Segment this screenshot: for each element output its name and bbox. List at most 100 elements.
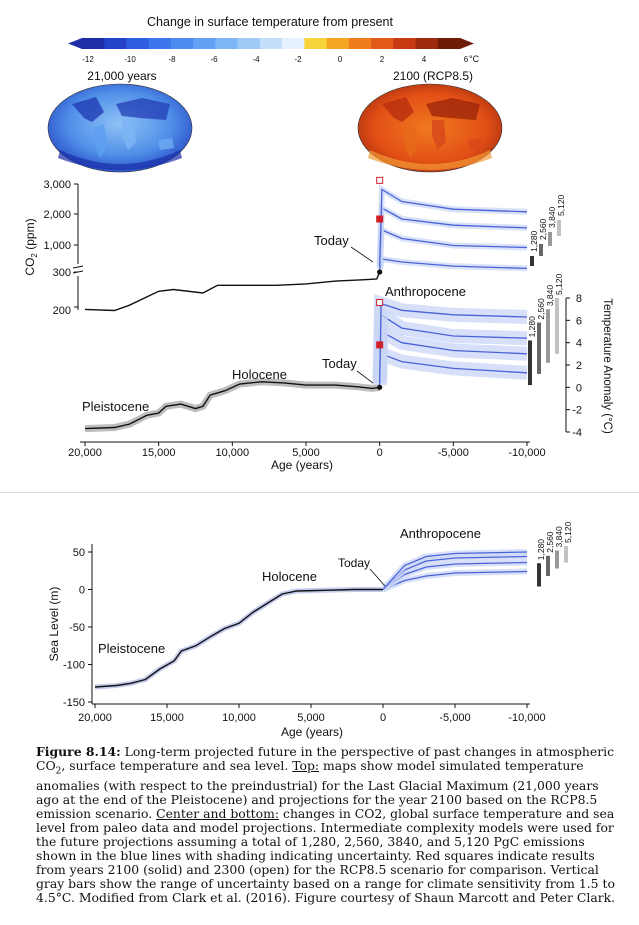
colorbar-tick-label: -10: [124, 55, 136, 64]
sea-level-projection-line: [382, 570, 528, 591]
sea-level-emission-labels: 1,280 2,560 3,840 5,120: [536, 521, 573, 587]
co2-emission-label: 5,120: [556, 194, 566, 216]
co2-projection-line: [379, 188, 528, 266]
temperature-emission-label: 2,560: [536, 298, 546, 320]
co2-2100-marker: [376, 215, 384, 223]
temperature-range-bar: [555, 298, 559, 354]
sea-level-x-axis: 20,000 15,000 10,000 5,000 0 -5,000 -10,000: [78, 703, 546, 724]
co2-y-tick-label: 2,000: [43, 209, 71, 221]
annotation-anthropocene: Anthropocene: [385, 284, 466, 299]
sea-level-paleo-line: [94, 588, 383, 688]
colorbar-swatch: [237, 38, 261, 49]
map-right-label: 2100 (RCP8.5): [393, 69, 473, 83]
colorbar-swatch: [126, 38, 150, 49]
sea-level-x-tick-label: -5,000: [439, 712, 470, 724]
sea-level-x-tick-label: -10,000: [508, 712, 545, 724]
temperature-y-tick-label: 6: [576, 315, 582, 327]
top-x-tick-label: -10,000: [508, 447, 545, 459]
colorbar-tick-label: -12: [82, 55, 94, 64]
sea-level-figure: 50 0 -50 -100 -150 Sea Level (m) 20,000 15,00…: [47, 521, 573, 739]
temperature-y-tick-label: 0: [576, 382, 582, 394]
sea-level-x-tick-label: 15,000: [150, 712, 184, 724]
co2-emission-label: 1,280: [529, 230, 539, 252]
figure-caption: Figure 8.14: Long-term projected future …: [36, 744, 616, 906]
top-x-label: Age (years): [271, 458, 333, 472]
sea-level-y-tick-labels: 50 0 -50 -100 -150: [63, 547, 92, 709]
co2-range-bar: [548, 232, 552, 246]
caption-subscript: 2: [55, 766, 62, 777]
annotation-today-co2: Today: [314, 233, 349, 248]
colorbar-left-arrow: [68, 38, 82, 49]
temperature-range-bar: [537, 322, 541, 374]
top-x-tick-label: 15,000: [142, 447, 176, 459]
sea-level-plot: [94, 549, 528, 690]
co2-paleo-line: [84, 271, 381, 312]
sea-level-range-bar: [555, 550, 559, 569]
temperature-y-label: Temperature Anomaly (°C): [601, 298, 613, 434]
co2-today-point: [377, 269, 383, 275]
sea-level-data-scatter: [94, 587, 383, 690]
map-left-label: 21,000 years: [87, 69, 156, 83]
top-x-tick-label: 5,000: [292, 447, 320, 459]
sea-level-projection-line: [382, 551, 528, 590]
co2-y-tick-label: 1,000: [43, 240, 71, 252]
colorbar-tick-label: -8: [168, 55, 176, 64]
temperature-emission-label: 3,840: [545, 285, 555, 307]
caption-text-1: Long-term projected future in the perspe…: [36, 744, 615, 774]
temperature-projection-line: [379, 302, 528, 379]
colorbar-swatch: [282, 38, 305, 49]
colorbar-tick-label: 2: [380, 55, 385, 64]
colorbar-tick-label: 6: [464, 55, 469, 64]
sea-level-y-tick-label: -150: [63, 697, 85, 709]
co2-range-bar: [557, 220, 561, 236]
colorbar-swatch: [259, 38, 283, 49]
sea-level-x-tick-label: 0: [380, 712, 386, 724]
sea-level-x-tick-label: 5,000: [297, 712, 325, 724]
colorbar-tick-label: -2: [294, 55, 302, 64]
colorbar: [68, 38, 474, 49]
temperature-plot: [84, 294, 528, 433]
figure-divider: [0, 492, 639, 493]
colorbar-swatch: [304, 38, 327, 49]
annotation-today-sea: Today: [338, 556, 370, 570]
temperature-paleo-line: [84, 381, 380, 430]
sea-level-y-label: Sea Level (m): [47, 587, 61, 662]
sea-level-range-bar: [546, 555, 550, 576]
top-x-tick-label: -5,000: [438, 447, 469, 459]
co2-emission-label: 2,560: [538, 218, 548, 240]
annotation-pleistocene-sea: Pleistocene: [98, 641, 165, 656]
co2-y-tick-label: 3,000: [43, 179, 71, 191]
co2-y-tick-label: 200: [53, 305, 71, 317]
annotation-holocene-sea: Holocene: [262, 569, 317, 584]
colorbar-tick-label: 4: [422, 55, 427, 64]
annotation-today-temperature: Today: [322, 356, 357, 371]
colorbar-swatch: [437, 38, 461, 49]
sea-level-y-tick-label: -100: [63, 660, 85, 672]
sea-level-emission-label: 2,560: [545, 531, 555, 553]
top-x-tick-label: 20,000: [68, 447, 102, 459]
top-figure: Change in surface temperature from prese…: [23, 15, 613, 472]
co2-range-bar: [530, 256, 534, 266]
caption-center-bottom-label: Center and bottom:: [156, 805, 280, 821]
temperature-emission-label: 1,280: [527, 316, 537, 338]
caption-text-2: , surface temperature and sea level.: [61, 758, 293, 774]
temperature-emission-label: 5,120: [554, 273, 564, 295]
temperature-y-tick-label: 8: [576, 293, 582, 305]
top-x-tick-label: 10,000: [216, 447, 250, 459]
sea-level-emission-label: 3,840: [554, 526, 564, 548]
sea-level-emission-label: 5,120: [563, 521, 573, 543]
sea-level-range-bar: [537, 563, 541, 587]
colorbar-right-arrow: [460, 38, 474, 49]
sea-level-range-bar: [564, 546, 568, 563]
temperature-today-point: [377, 384, 383, 390]
temperature-y-tick-labels: 8 6 4 2 0 -2 -4: [566, 293, 582, 439]
co2-emission-label: 3,840: [547, 206, 557, 228]
temperature-range-bar: [546, 309, 550, 363]
colorbar-tick-labels: -12 -10 -8 -6 -4 -2 0 2 4 6: [82, 55, 469, 64]
sea-level-y-tick-label: 50: [73, 547, 85, 559]
temperature-2300-marker: [376, 298, 384, 306]
sea-level-y-tick-label: -50: [69, 622, 85, 634]
colorbar-swatch: [82, 38, 105, 49]
